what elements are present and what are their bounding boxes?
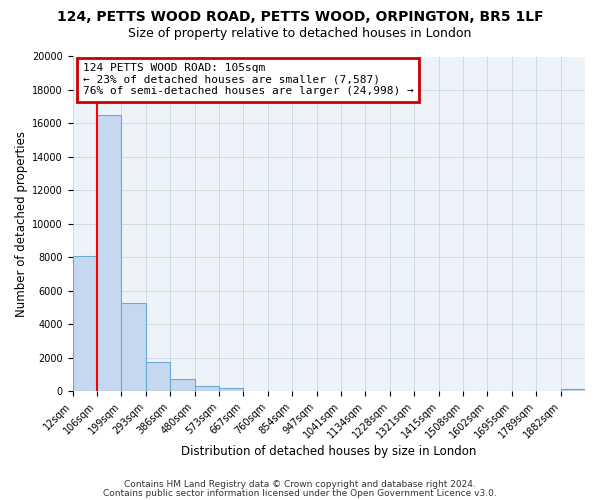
Text: Contains public sector information licensed under the Open Government Licence v3: Contains public sector information licen… [103,489,497,498]
Bar [146,362,170,392]
Y-axis label: Number of detached properties: Number of detached properties [15,131,28,317]
Bar [194,386,219,392]
X-axis label: Distribution of detached houses by size in London: Distribution of detached houses by size … [181,444,476,458]
Bar [170,379,194,392]
Bar [73,256,97,392]
Text: 124, PETTS WOOD ROAD, PETTS WOOD, ORPINGTON, BR5 1LF: 124, PETTS WOOD ROAD, PETTS WOOD, ORPING… [56,10,544,24]
Bar [97,115,121,392]
Bar [219,388,244,392]
Bar [121,302,146,392]
Text: 124 PETTS WOOD ROAD: 105sqm
← 23% of detached houses are smaller (7,587)
76% of : 124 PETTS WOOD ROAD: 105sqm ← 23% of det… [83,63,413,96]
Text: Contains HM Land Registry data © Crown copyright and database right 2024.: Contains HM Land Registry data © Crown c… [124,480,476,489]
Bar [560,389,585,392]
Text: Size of property relative to detached houses in London: Size of property relative to detached ho… [128,28,472,40]
